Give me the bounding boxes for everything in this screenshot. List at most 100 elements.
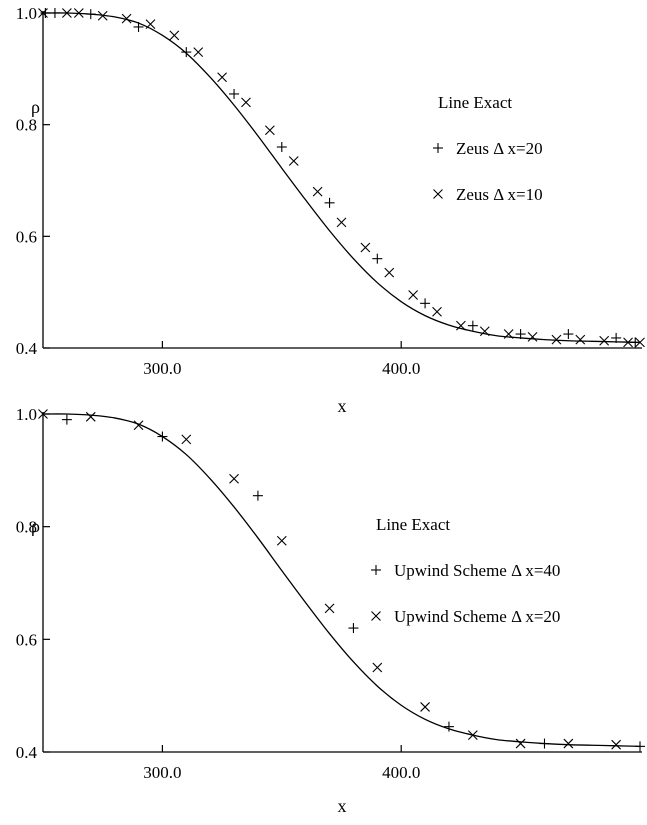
data-point-cross xyxy=(336,217,347,228)
data-point-cross xyxy=(229,473,239,484)
y-tick-label: 1.0 xyxy=(16,405,37,424)
y-tick-label: 0.4 xyxy=(16,339,38,358)
data-point-cross xyxy=(85,411,96,422)
data-point-plus xyxy=(635,741,645,752)
data-point-plus xyxy=(49,8,60,18)
data-point-cross xyxy=(527,331,538,342)
legend-entry-cross: Upwind Scheme Δ x=20 xyxy=(394,607,560,626)
data-point-cross xyxy=(145,19,156,30)
x-tick-label: 300.0 xyxy=(143,359,181,378)
data-point-cross xyxy=(372,662,383,673)
data-point-cross xyxy=(264,125,275,136)
data-point-plus xyxy=(133,21,144,32)
data-point-cross xyxy=(563,738,574,749)
data-point-cross xyxy=(133,420,144,431)
data-point-cross xyxy=(312,186,323,197)
data-point-cross xyxy=(467,730,478,740)
y-axis-title: ρ xyxy=(31,97,40,117)
y-tick-label: 0.6 xyxy=(16,630,37,649)
y-tick-label: 0.6 xyxy=(16,227,37,246)
data-point-plus xyxy=(85,9,96,20)
data-point-plus xyxy=(467,320,478,331)
data-point-plus xyxy=(515,329,526,340)
data-point-cross xyxy=(611,739,622,750)
legend-entry-plus: Zeus Δ x=20 xyxy=(456,139,543,158)
data-point-plus xyxy=(324,197,335,208)
data-point-cross xyxy=(73,8,84,18)
x-tick-label: 400.0 xyxy=(382,763,420,782)
legend-marker-cross xyxy=(371,611,381,621)
data-point-cross xyxy=(515,738,526,749)
y-tick-label: 0.4 xyxy=(16,743,38,762)
data-point-cross xyxy=(360,242,371,253)
data-point-cross xyxy=(121,13,132,24)
data-point-plus xyxy=(40,8,51,18)
data-point-cross xyxy=(61,8,72,18)
data-point-plus xyxy=(611,332,622,343)
y-tick-label: 0.8 xyxy=(16,518,37,537)
data-point-cross xyxy=(276,535,287,546)
data-point-cross xyxy=(217,72,227,83)
data-point-cross xyxy=(241,97,251,108)
data-point-plus xyxy=(563,329,574,340)
data-point-plus xyxy=(539,738,550,749)
y-tick-label: 0.8 xyxy=(16,116,37,135)
data-point-cross xyxy=(479,326,490,337)
data-point-cross xyxy=(456,320,466,331)
data-point-plus xyxy=(157,431,168,442)
series-exact-line xyxy=(42,413,641,748)
data-point-cross xyxy=(97,10,108,21)
legend-marker-plus xyxy=(433,143,443,153)
data-point-cross xyxy=(181,434,192,445)
data-point-cross xyxy=(503,329,514,339)
series-plus-markers xyxy=(40,8,641,348)
series-plus-markers xyxy=(61,414,645,752)
data-point-cross xyxy=(432,306,442,317)
data-point-plus xyxy=(229,88,240,99)
x-axis-title: x xyxy=(338,796,347,816)
data-point-cross xyxy=(408,290,419,300)
data-point-cross xyxy=(288,156,299,166)
data-point-cross xyxy=(599,335,610,346)
data-point-plus xyxy=(420,298,431,309)
data-point-cross xyxy=(575,334,586,345)
data-point-plus xyxy=(276,142,287,152)
y-axis-title: ρ xyxy=(31,516,40,536)
chart-panel-1: 0.4 0.6 0.8 1.0 300.0 400.0 x ρ Line Exact Zeus Δ… xyxy=(16,4,645,416)
x-tick-label: 300.0 xyxy=(143,763,181,782)
data-point-plus xyxy=(252,490,263,501)
data-point-cross xyxy=(38,409,48,419)
legend: Line Exact Zeus Δ x=20 Zeus Δ x=10 xyxy=(433,93,543,204)
chart-panel-2: 0.4 0.6 0.8 1.0 300.0 400.0 x ρ Line Exact Upwind… xyxy=(16,405,645,816)
legend-entry-plus: Upwind Scheme Δ x=40 xyxy=(394,561,560,580)
data-point-cross xyxy=(420,702,430,712)
data-point-cross xyxy=(38,8,48,18)
data-point-cross xyxy=(384,267,395,278)
data-point-plus xyxy=(348,623,359,634)
series-cross-markers xyxy=(38,409,622,750)
legend-entry-exact: Line Exact xyxy=(376,515,450,534)
series-cross-markers xyxy=(38,8,645,348)
data-point-cross xyxy=(169,30,180,41)
data-point-cross xyxy=(193,47,204,57)
data-point-plus xyxy=(372,253,383,264)
data-point-plus xyxy=(181,47,192,58)
x-axis-title: x xyxy=(338,396,347,416)
legend-entry-cross: Zeus Δ x=10 xyxy=(456,185,543,204)
data-point-cross xyxy=(324,603,335,614)
legend-marker-plus xyxy=(371,565,381,575)
y-tick-label: 1.0 xyxy=(16,4,37,23)
data-point-plus xyxy=(443,721,454,732)
data-point-cross xyxy=(635,337,645,348)
legend: Line Exact Upwind Scheme Δ x=40 Upwind Sch… xyxy=(371,515,560,626)
data-point-plus xyxy=(630,337,641,348)
series-exact-line xyxy=(42,12,641,344)
legend-marker-cross xyxy=(433,189,443,199)
data-point-plus xyxy=(61,414,72,425)
data-point-cross xyxy=(623,337,633,348)
x-tick-label: 400.0 xyxy=(382,359,420,378)
data-point-cross xyxy=(551,334,562,345)
legend-entry-exact: Line Exact xyxy=(438,93,512,112)
